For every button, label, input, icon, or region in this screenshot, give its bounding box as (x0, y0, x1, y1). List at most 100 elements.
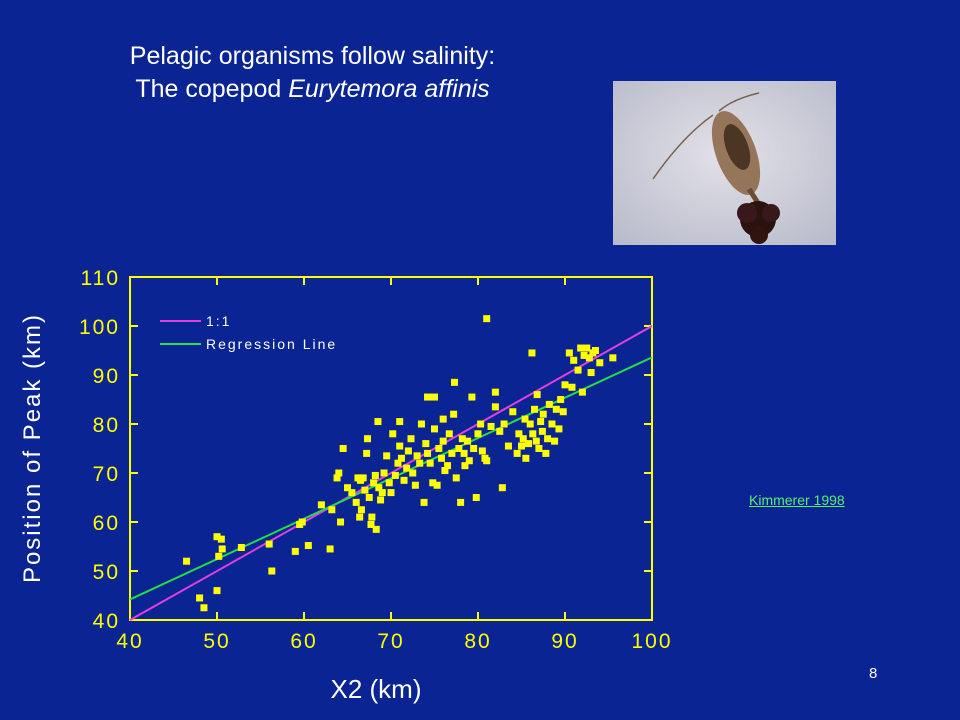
one-to-one-line (129, 325, 653, 621)
data-point (528, 349, 536, 357)
data-point (498, 484, 506, 492)
data-point (298, 518, 306, 526)
data-point (496, 427, 504, 435)
copepod-photo (613, 81, 836, 245)
data-point (555, 425, 563, 433)
x-tick-label: 70 (377, 630, 404, 653)
data-point (403, 464, 411, 472)
data-point (371, 471, 379, 479)
data-point (515, 430, 523, 438)
data-point (426, 459, 434, 467)
data-point (433, 481, 441, 489)
data-point (237, 543, 245, 551)
title-line-1: Pelagic organisms follow salinity: (129, 42, 496, 70)
axis-ticks (129, 276, 653, 621)
data-point (461, 462, 469, 470)
data-point (409, 469, 417, 477)
copepod-icon (613, 81, 836, 245)
data-point (304, 542, 312, 550)
data-point (531, 405, 539, 413)
data-point (213, 533, 221, 541)
data-point (424, 449, 432, 457)
data-point (532, 437, 540, 445)
data-point (420, 498, 428, 506)
data-point (509, 408, 517, 416)
y-tick-label: 100 (79, 316, 120, 339)
regression-line (129, 356, 653, 601)
data-point (335, 469, 343, 477)
data-point (609, 354, 617, 362)
data-point (404, 447, 412, 455)
data-point (218, 545, 226, 553)
x-tick-label: 60 (290, 630, 317, 653)
species-name: Eurytemora affinis (288, 75, 490, 103)
data-point (451, 378, 459, 386)
data-point (397, 454, 405, 462)
y-tick-label: 50 (93, 561, 120, 584)
x-tick-label: 40 (116, 630, 143, 653)
data-point (578, 388, 586, 396)
data-point (389, 430, 397, 438)
x-tick-labels: 40 50 60 70 80 90 100 (116, 630, 672, 653)
title-line-2: The copepod Eurytemora affinis (40, 73, 585, 106)
data-point (365, 494, 373, 501)
data-point (504, 442, 512, 450)
data-point (464, 437, 472, 445)
data-point (339, 445, 347, 452)
data-point (377, 496, 385, 504)
y-tick-labels: 40 50 60 70 80 90 100 110 (79, 267, 120, 633)
citation-link[interactable]: Kimmerer 1998 (749, 492, 845, 508)
data-point (444, 462, 452, 470)
data-point (548, 420, 556, 428)
data-point (429, 479, 437, 487)
data-point (519, 435, 527, 443)
data-point (538, 427, 546, 435)
data-point (411, 481, 419, 489)
data-point (378, 489, 386, 497)
data-point (472, 494, 480, 501)
data-point (470, 445, 478, 452)
data-point (364, 435, 372, 443)
data-point (387, 489, 395, 497)
data-point (513, 449, 521, 457)
data-point (368, 513, 376, 521)
data-point (533, 391, 541, 399)
data-point (445, 430, 453, 438)
data-point (539, 410, 547, 418)
data-point (215, 552, 223, 560)
data-point (518, 442, 525, 450)
x-tick-label: 100 (631, 630, 672, 653)
data-point (396, 418, 404, 426)
data-point (391, 471, 399, 479)
data-point (416, 459, 424, 467)
data-point (545, 400, 553, 408)
legend-label-regression: Regression Line (206, 336, 337, 352)
data-point (417, 420, 425, 428)
data-point (500, 420, 508, 428)
data-point (363, 449, 371, 457)
data-point (542, 449, 550, 457)
data-point (435, 445, 443, 452)
data-point (396, 442, 404, 450)
data-point (213, 587, 221, 595)
title-line-2-prefix: The copepod (135, 75, 289, 103)
data-point (587, 369, 595, 377)
x-tick-label: 50 (203, 630, 230, 653)
y-tick-label: 90 (93, 365, 120, 388)
data-point (574, 366, 582, 374)
y-tick-label: 110 (81, 267, 120, 290)
data-point (326, 545, 334, 553)
y-tick-label: 70 (93, 463, 120, 486)
data-point (559, 408, 567, 416)
legend: 1:1 Regression Line (160, 313, 337, 352)
data-point (568, 383, 576, 391)
data-point (535, 445, 543, 452)
data-point (361, 486, 369, 494)
x-tick-label: 80 (464, 630, 491, 653)
y-tick-label: 80 (93, 414, 120, 437)
data-point (452, 474, 460, 482)
data-point (291, 547, 299, 555)
data-point (370, 479, 378, 487)
data-point (217, 535, 225, 543)
